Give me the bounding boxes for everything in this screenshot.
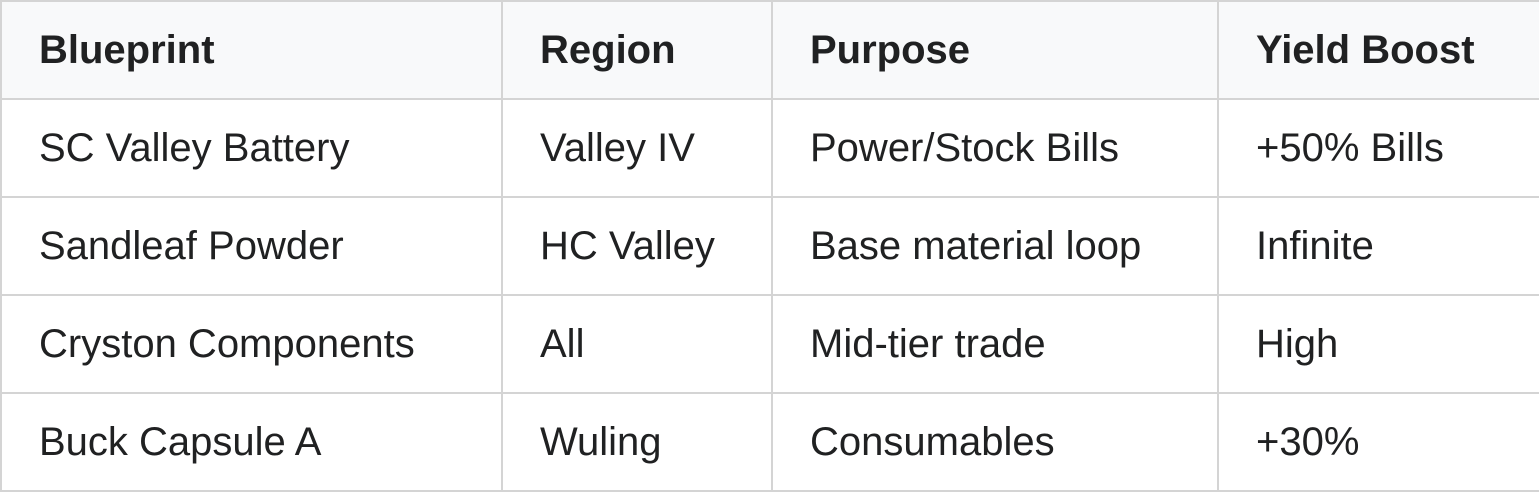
cell-purpose: Power/Stock Bills	[771, 98, 1219, 198]
cell-purpose: Base material loop	[771, 196, 1219, 296]
header-region: Region	[501, 0, 773, 100]
table-row: SC Valley Battery Valley IV Power/Stock …	[0, 98, 1539, 198]
cell-blueprint: SC Valley Battery	[0, 98, 503, 198]
cell-region: HC Valley	[501, 196, 773, 296]
header-purpose: Purpose	[771, 0, 1219, 100]
table-row: Buck Capsule A Wuling Consumables +30%	[0, 392, 1539, 492]
cell-blueprint: Buck Capsule A	[0, 392, 503, 492]
header-yield-boost: Yield Boost	[1217, 0, 1539, 100]
header-blueprint: Blueprint	[0, 0, 503, 100]
cell-blueprint: Sandleaf Powder	[0, 196, 503, 296]
cell-yield-boost: +50% Bills	[1217, 98, 1539, 198]
cell-region: Wuling	[501, 392, 773, 492]
cell-blueprint: Cryston Components	[0, 294, 503, 394]
header-row: Blueprint Region Purpose Yield Boost	[0, 0, 1539, 100]
cell-region: Valley IV	[501, 98, 773, 198]
table-row: Cryston Components All Mid-tier trade Hi…	[0, 294, 1539, 394]
cell-region: All	[501, 294, 773, 394]
cell-yield-boost: Infinite	[1217, 196, 1539, 296]
table-row: Sandleaf Powder HC Valley Base material …	[0, 196, 1539, 296]
cell-purpose: Mid-tier trade	[771, 294, 1219, 394]
cell-purpose: Consumables	[771, 392, 1219, 492]
cell-yield-boost: High	[1217, 294, 1539, 394]
cell-yield-boost: +30%	[1217, 392, 1539, 492]
